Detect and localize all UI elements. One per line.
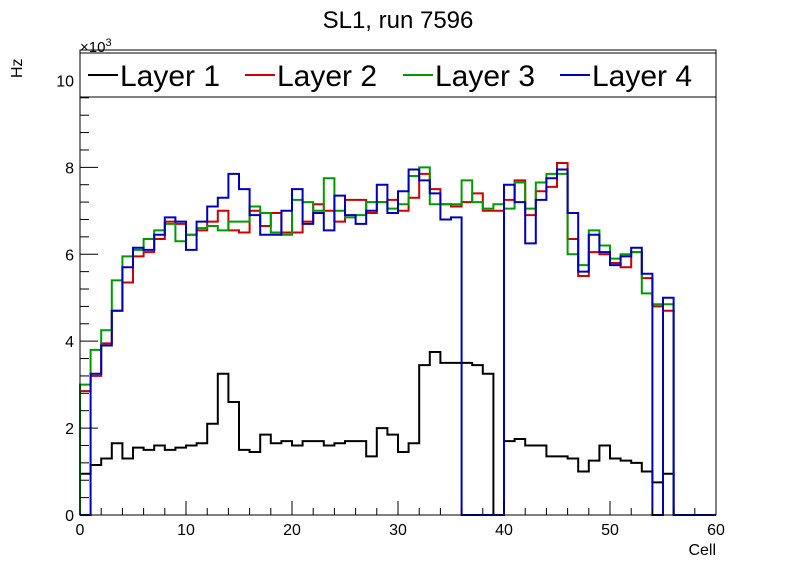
legend: Layer 1 Layer 2 Layer 3 Layer 4 [79, 52, 717, 98]
y-exponent-label: ×103 [80, 37, 112, 56]
x-tick-label: 60 [707, 522, 725, 539]
x-tick-label: 40 [495, 522, 513, 539]
legend-label: Layer 2 [277, 60, 377, 93]
axes-layer: 0 10 20 30 40 50 60 0 2 4 6 8 10 [56, 49, 725, 539]
x-axis-label: Cell [688, 542, 716, 559]
series-line-layer-2 [79, 161, 716, 516]
y-tick-label: 0 [65, 508, 74, 525]
y-tick-label: 10 [56, 73, 74, 90]
x-tick-label: 20 [283, 522, 301, 539]
x-tick-label: 50 [601, 522, 619, 539]
y-exponent-base: ×10 [80, 39, 105, 56]
x-tick-label: 10 [177, 522, 195, 539]
y-tick-label: 2 [65, 421, 74, 438]
series-line-layer-1 [79, 351, 716, 516]
series-line-layer-4 [80, 168, 716, 516]
y-exponent-power: 3 [105, 37, 111, 49]
x-tick-label: 0 [76, 522, 85, 539]
y-tick-label: 8 [65, 160, 74, 177]
legend-label: Layer 3 [435, 60, 535, 93]
legend-label: Layer 4 [592, 60, 692, 93]
series-line-layer-3 [79, 166, 716, 516]
x-tick-label: 30 [389, 522, 407, 539]
legend-label: Layer 1 [120, 60, 220, 93]
y-axis-label: Hz [9, 58, 26, 78]
y-tick-label: 4 [65, 334, 74, 351]
chart-title: SL1, run 7596 [323, 7, 474, 34]
legend-box [79, 52, 717, 98]
series-layer [79, 161, 716, 516]
y-tick-label: 6 [65, 247, 74, 264]
